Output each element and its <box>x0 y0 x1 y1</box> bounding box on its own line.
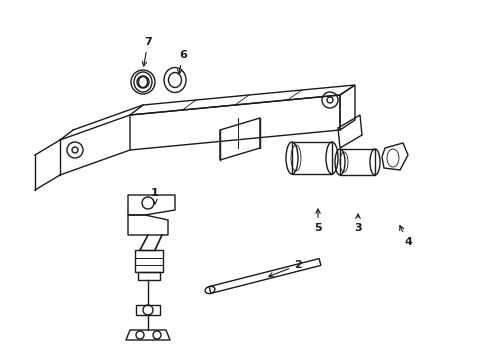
Text: 2: 2 <box>268 260 301 277</box>
Text: 1: 1 <box>151 188 159 204</box>
Text: 4: 4 <box>399 226 411 247</box>
Text: 6: 6 <box>177 50 186 74</box>
Text: 7: 7 <box>142 37 152 66</box>
Text: 3: 3 <box>353 214 361 233</box>
Text: 5: 5 <box>314 209 321 233</box>
